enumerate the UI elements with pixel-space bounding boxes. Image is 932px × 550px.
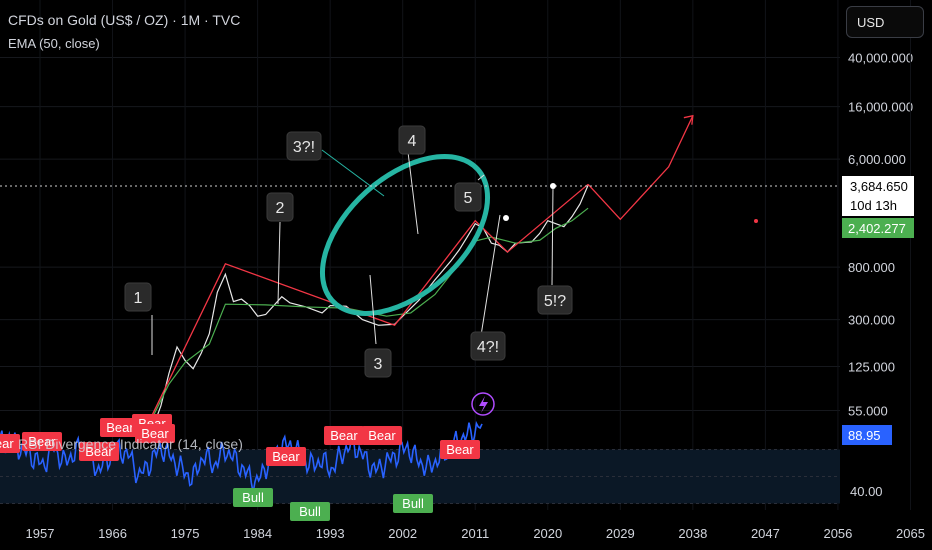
price-tick-label: 16,000.000 (848, 100, 913, 115)
x-tick-label: 2047 (751, 526, 780, 541)
x-tick-label: 2056 (823, 526, 852, 541)
last-price-value: 3,684.650 (850, 179, 908, 194)
wave-label-box (398, 125, 426, 155)
wave-label-box (364, 348, 392, 378)
divergence-tag (362, 426, 402, 445)
x-tick-label: 2002 (388, 526, 417, 541)
divergence-tag-label: Bull (242, 490, 264, 505)
wave-label-box (454, 182, 482, 212)
divergence-tag-label: Bear (368, 428, 396, 443)
wave-count-line (144, 183, 589, 431)
wave-projection-line (587, 115, 694, 221)
projection-point (550, 183, 556, 189)
price-tick-label: 800.000 (848, 260, 895, 275)
last-price-badge (842, 176, 914, 197)
x-tick-label: 2011 (461, 526, 489, 541)
x-tick-label: 1993 (316, 526, 345, 541)
rsi-value: 88.95 (848, 428, 881, 443)
rsi-tick-label: 40.00 (850, 484, 883, 499)
x-tick-label: 2029 (606, 526, 635, 541)
wave-label-box (537, 285, 573, 315)
rsi-indicator-label: RSI Divergence Indicator (14, close) (18, 436, 243, 452)
divergence-tag-label: Bear (85, 444, 113, 459)
callout-line-3 (407, 151, 419, 235)
x-tick-label: 2065 (896, 526, 925, 541)
ema-series-line (144, 207, 589, 434)
x-tick-label: 2038 (678, 526, 707, 541)
divergence-tag-label: Bear (0, 436, 14, 451)
price-tick-label: 300.000 (848, 313, 895, 328)
x-tick-label: 1966 (98, 526, 127, 541)
divergence-tag (290, 502, 330, 521)
price-series-line (144, 185, 589, 434)
countdown-badge (842, 196, 914, 216)
wave-label: 2 (276, 200, 285, 217)
ema-indicator-label[interactable]: EMA (50, close) (8, 36, 100, 51)
projection-arrow-head (683, 114, 694, 125)
x-tick-label: 1975 (171, 526, 200, 541)
price-tick-label: 40,000.000 (848, 51, 913, 66)
callout-line-7 (477, 174, 485, 181)
countdown-value: 10d 13h (850, 198, 897, 213)
divergence-tag (100, 418, 140, 437)
wave-label: 1 (134, 290, 143, 307)
wave-label: 3?! (293, 139, 315, 156)
wave-label: 5!? (544, 293, 566, 310)
projection-dot (754, 219, 758, 223)
wave-label-box (470, 331, 506, 361)
highlight-circle (319, 154, 491, 316)
divergence-tag (135, 424, 175, 443)
ema-value-badge (842, 218, 914, 238)
divergence-tag-label: Bull (402, 496, 424, 511)
divergence-tag (0, 434, 20, 453)
rsi-value-badge (842, 425, 892, 445)
price-tick-label: 55.000 (848, 404, 888, 419)
divergence-tag (22, 432, 62, 451)
wave-label: 5 (464, 190, 473, 207)
ema-value: 2,402.277 (848, 221, 906, 236)
callout-line-2 (321, 149, 385, 197)
projection-point (503, 215, 509, 221)
divergence-tag-label: Bear (141, 426, 169, 441)
callout-line-1 (277, 221, 281, 305)
divergence-tag-label: Bear (446, 442, 474, 457)
divergence-tag-label: Bear (272, 449, 300, 464)
x-tick-label: 1957 (26, 526, 55, 541)
lightning-icon (471, 392, 495, 416)
wave-label-box (124, 282, 152, 312)
x-tick-label: 1984 (243, 526, 272, 541)
divergence-tag (79, 442, 119, 461)
wave-label-box (286, 131, 322, 161)
divergence-tag-label: Bull (299, 504, 321, 519)
divergence-tag (324, 426, 364, 445)
divergence-tag-label: Bear (28, 434, 56, 449)
divergence-tag (233, 488, 273, 507)
price-tick-label: 125.000 (848, 360, 895, 375)
callout-line-4 (369, 274, 377, 345)
callout-line-5 (479, 214, 501, 343)
callout-line-6 (551, 185, 554, 286)
price-tick-label: 6,000.000 (848, 152, 906, 167)
wave-label: 4?! (477, 339, 499, 356)
wave-label: 4 (408, 133, 417, 150)
x-tick-label: 2020 (533, 526, 562, 541)
divergence-tag (440, 440, 480, 459)
divergence-tag-label: Bear (330, 428, 358, 443)
wave-label-box (266, 192, 294, 222)
chart-title: CFDs on Gold (US$ / OZ) · 1M · TVC (8, 12, 241, 28)
currency-selector[interactable]: USD (846, 6, 924, 38)
divergence-tag (393, 494, 433, 513)
divergence-tag-label: Bear (106, 420, 134, 435)
divergence-tag (266, 447, 306, 466)
lightning-bolt-icon (479, 396, 488, 413)
wave-label: 3 (374, 356, 383, 373)
